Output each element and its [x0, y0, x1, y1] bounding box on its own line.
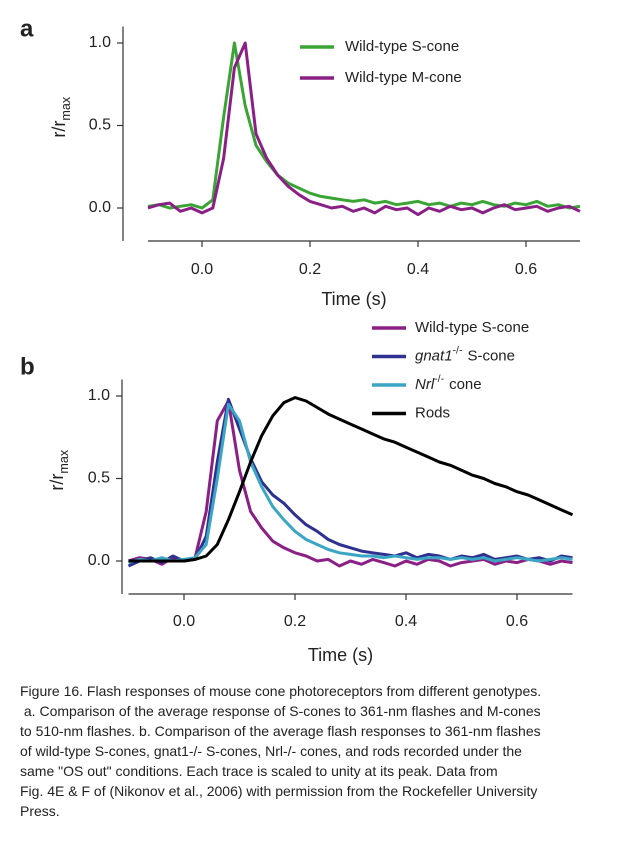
x-tick-label: 0.4 [407, 261, 429, 278]
trace [147, 41, 581, 210]
y-tick-label: 0.5 [88, 470, 110, 487]
y-tick-label: 1.0 [89, 34, 111, 51]
legend-label: Rods [415, 404, 450, 421]
text-part: -/- [434, 373, 444, 385]
text-part: S-cone [467, 347, 515, 364]
caption-line: Press. [20, 803, 60, 819]
caption-line: Figure 16. Flash responses of mouse cone… [20, 683, 541, 699]
y-tick-label: 1.0 [88, 387, 110, 404]
text-part: max [59, 96, 73, 120]
x-tick-label: 0.2 [284, 613, 306, 630]
x-tick-label: 0.4 [395, 613, 417, 630]
text-part: Rods [415, 404, 450, 421]
caption-line: same "OS out" conditions. Each trace is … [20, 763, 498, 779]
text-part: Wild-type S-cone [415, 319, 529, 336]
caption-line: of wild-type S-cones, gnat1-/- S-cones, … [20, 743, 522, 759]
panel-label: b [20, 353, 35, 380]
y-axis-label: r/rmax [49, 96, 74, 137]
y-axis-label: r/rmax [47, 449, 72, 490]
x-tick-label: 0.6 [506, 613, 528, 630]
trace [128, 402, 573, 565]
x-axis-label: Time (s) [308, 645, 373, 665]
y-tick-label: 0.0 [88, 552, 110, 569]
trace [127, 397, 573, 568]
x-axis-label: Time (s) [321, 289, 386, 309]
legend-label: gnat1-/- S-cone [415, 344, 515, 364]
x-tick-label: 0.0 [191, 261, 213, 278]
legend-label: Nrl-/- cone [415, 373, 482, 393]
legend-label: Wild-type M-cone [345, 69, 462, 86]
panel-label: a [20, 15, 34, 42]
x-tick-label: 0.0 [173, 613, 195, 630]
trace [128, 399, 573, 568]
caption-line: a. Comparison of the average response of… [20, 703, 541, 719]
text-part: r/r [49, 121, 69, 138]
legend-label: Wild-type S-cone [345, 38, 459, 55]
caption-line: to 510-nm flashes. b. Comparison of the … [20, 723, 541, 739]
trace [128, 396, 574, 563]
y-tick-label: 0.5 [89, 117, 111, 134]
trace [147, 41, 581, 217]
text-part: Nrl [415, 376, 435, 393]
text-part: max [57, 449, 71, 473]
x-tick-label: 0.2 [299, 261, 321, 278]
caption-line: Fig. 4E & F of (Nikonov et al., 2006) wi… [20, 783, 537, 799]
y-tick-label: 0.0 [89, 199, 111, 216]
text-part: -/- [453, 344, 463, 356]
text-part: cone [449, 376, 482, 393]
text-part: r/r [47, 474, 67, 491]
x-tick-label: 0.6 [515, 261, 537, 278]
text-part: gnat1 [415, 347, 453, 364]
legend-label: Wild-type S-cone [415, 319, 529, 336]
